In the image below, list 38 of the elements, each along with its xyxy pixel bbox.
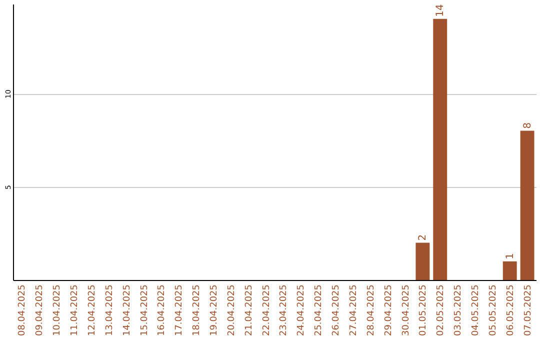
x-tick-label: 13.04.2025 xyxy=(104,284,115,336)
data-label: 2 xyxy=(418,234,429,241)
x-tick-label: 25.04.2025 xyxy=(314,284,324,336)
bar xyxy=(520,130,534,280)
x-tick-label: 06.05.2025 xyxy=(506,284,516,336)
x-tick-label: 07.05.2025 xyxy=(523,284,534,336)
bar xyxy=(416,242,430,280)
x-tick-label: 18.04.2025 xyxy=(192,284,202,336)
x-tick-label: 10.04.2025 xyxy=(52,284,63,336)
x-tick-label: 20.04.2025 xyxy=(226,284,237,336)
x-tick-label: 27.04.2025 xyxy=(348,284,359,336)
x-tick-label: 28.04.2025 xyxy=(366,284,376,336)
x-tick-label: 04.05.2025 xyxy=(470,284,481,336)
x-tick-label: 17.04.2025 xyxy=(174,284,185,336)
x-tick-label: 16.04.2025 xyxy=(157,284,168,336)
x-tick-label: 02.05.2025 xyxy=(436,284,446,336)
bar xyxy=(502,261,517,280)
x-tick-label: 30.04.2025 xyxy=(401,284,412,336)
x-tick-label: 15.04.2025 xyxy=(140,284,150,336)
x-tick-label: 29.04.2025 xyxy=(384,284,394,336)
data-label: 1 xyxy=(504,252,516,260)
x-tick-label: 23.04.2025 xyxy=(279,284,290,336)
data-label: 14 xyxy=(435,4,446,17)
x-tick-label: 12.04.2025 xyxy=(87,284,98,336)
x-tick-label: 03.05.2025 xyxy=(454,284,464,336)
bar xyxy=(433,18,448,280)
data-label: 8 xyxy=(522,122,534,129)
x-tick-label: 26.04.2025 xyxy=(332,284,342,336)
x-tick-label: 21.04.2025 xyxy=(244,284,254,336)
x-tick-label: 24.04.2025 xyxy=(296,284,307,336)
x-tick-label: 11.04.2025 xyxy=(70,284,80,336)
x-tick-label: 14.04.2025 xyxy=(122,284,132,336)
x-tick-label: 22.04.2025 xyxy=(262,284,272,336)
x-tick-label: 01.05.2025 xyxy=(418,284,429,336)
x-tick-label: 09.04.2025 xyxy=(35,284,46,336)
x-tick-label: 05.05.2025 xyxy=(488,284,498,336)
x-tick-label: 08.04.2025 xyxy=(18,284,28,336)
x-tick-label: 19.04.2025 xyxy=(209,284,220,336)
